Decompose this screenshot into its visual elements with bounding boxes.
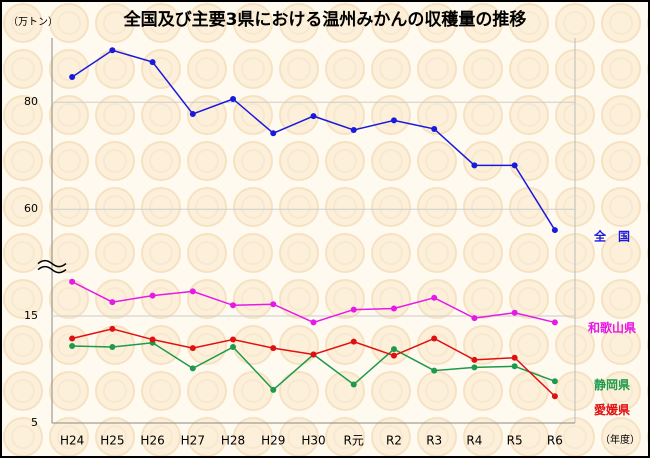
x-tick-label: R3	[426, 434, 442, 448]
data-point	[350, 127, 357, 134]
data-point	[310, 319, 317, 326]
data-point	[230, 302, 237, 309]
data-point	[431, 335, 438, 342]
data-point	[390, 305, 397, 312]
data-point	[149, 292, 156, 299]
data-point	[471, 162, 478, 169]
data-point	[109, 47, 116, 54]
data-point	[230, 344, 237, 351]
series-label: 愛媛県	[594, 402, 630, 417]
data-point	[551, 393, 558, 400]
data-point	[270, 345, 277, 352]
data-point	[431, 125, 438, 132]
data-point	[471, 364, 478, 371]
data-point	[69, 74, 76, 81]
series-label: 和歌山県	[587, 320, 636, 335]
x-tick-label: H26	[140, 434, 164, 448]
x-tick-label: H28	[221, 434, 245, 448]
data-point	[109, 325, 116, 332]
data-point	[310, 113, 317, 120]
data-point	[551, 378, 558, 385]
data-point	[270, 386, 277, 393]
data-point	[511, 162, 518, 169]
x-tick-label: H24	[60, 434, 84, 448]
data-point	[149, 59, 156, 66]
data-point	[390, 117, 397, 124]
data-point	[69, 278, 76, 285]
axis-break	[37, 259, 67, 268]
x-tick-label: R元	[344, 434, 364, 448]
x-tick-label: H29	[261, 434, 285, 448]
data-point	[189, 345, 196, 352]
x-tick-label: H30	[301, 434, 325, 448]
data-point	[431, 367, 438, 374]
x-tick-label: R5	[507, 434, 523, 448]
data-point	[109, 299, 116, 306]
x-tick-label: R6	[547, 434, 563, 448]
data-point	[149, 336, 156, 343]
y-tick-label: 60	[24, 202, 38, 215]
data-point	[350, 381, 357, 388]
data-point	[471, 315, 478, 322]
data-point	[230, 95, 237, 102]
data-point	[109, 344, 116, 351]
y-axis-label: （万トン）	[8, 16, 58, 28]
series-label: 静岡県	[594, 377, 630, 392]
data-point	[511, 363, 518, 370]
x-tick-label: H27	[181, 434, 205, 448]
y-tick-label: 80	[24, 95, 38, 108]
x-tick-label: R2	[386, 434, 402, 448]
data-point	[431, 294, 438, 301]
data-point	[511, 354, 518, 361]
data-point	[350, 306, 357, 313]
series-label: 全 国	[593, 229, 630, 244]
data-point	[310, 351, 317, 358]
x-tick-label: R4	[466, 434, 482, 448]
data-point	[69, 335, 76, 342]
data-point	[471, 356, 478, 363]
data-point	[390, 346, 397, 353]
data-point	[270, 130, 277, 137]
data-point	[511, 309, 518, 316]
data-point	[189, 288, 196, 295]
data-point	[270, 301, 277, 308]
data-point	[390, 352, 397, 359]
y-tick-label: 5	[31, 416, 38, 429]
x-axis-label: （年度）	[600, 433, 640, 446]
data-point	[350, 338, 357, 345]
data-point	[189, 110, 196, 117]
y-tick-label: 15	[24, 309, 38, 322]
chart-title: 全国及び主要3県における温州みかんの収穫量の推移	[123, 9, 527, 30]
data-point	[551, 319, 558, 326]
data-point	[551, 227, 558, 234]
axis-break	[37, 265, 67, 274]
data-point	[189, 365, 196, 372]
x-tick-label: H25	[100, 434, 124, 448]
data-point	[230, 336, 237, 343]
data-point	[69, 342, 76, 349]
